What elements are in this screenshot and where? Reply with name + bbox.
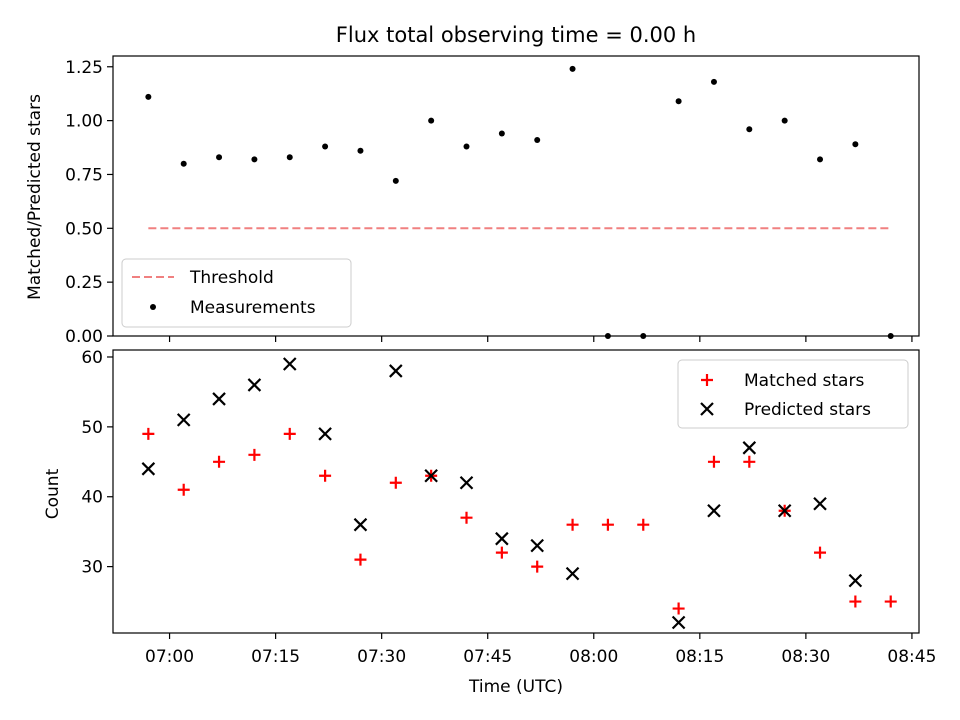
top-legend: Threshold Measurements [121,258,352,328]
y-tick-label: 30 [81,558,103,578]
y-tick-label: 0.00 [65,327,103,347]
predicted-point [848,573,863,588]
measurement-point [569,65,576,72]
legend-predicted-label: Predicted stars [744,400,871,420]
predicted-point [813,496,827,511]
chart-title: Flux total observing time = 0.00 h [336,23,696,47]
matched-point [707,455,720,468]
measurement-point [710,78,717,85]
matched-point [743,455,756,468]
x-tick-label: 07:15 [251,647,300,667]
matched-point [354,553,367,566]
legend-matched-label: Matched stars [744,371,864,391]
predicted-point [459,475,474,490]
matched-point [460,511,473,524]
y-tick-label: 40 [81,488,103,508]
predicted-point [777,503,792,518]
x-tick-label: 08:45 [887,647,936,667]
legend-measurements-label: Measurements [190,298,316,318]
x-tick-label: 07:30 [357,647,406,667]
matched-point [248,448,261,461]
measurement-point [251,156,258,163]
measurement-point [675,98,682,105]
measurement-point [322,143,329,150]
measurement-point [286,154,293,161]
x-tick-label: 08:15 [675,647,724,667]
y-tick-label: 0.75 [65,165,103,185]
measurement-point [746,126,753,133]
predicted-point [495,531,509,546]
legend-matched-swatch [701,374,713,386]
matched-point [814,546,827,559]
top-panel: Matched/Predicted stars 0.00 0.25 0.50 0.75… [25,55,920,347]
measurement-point [498,130,505,137]
legend-predicted-swatch [700,402,714,416]
bottom-xlabel: Time (UTC) [468,677,563,697]
predicted-point [282,357,297,371]
predicted-point [141,462,156,476]
predicted-point [530,538,544,553]
predicted-point [212,392,226,406]
plot-frame [112,349,920,634]
y-tick-label: 60 [81,348,103,368]
matched-point [672,602,685,615]
measurement-point [357,147,364,154]
plot-frame [112,55,920,337]
predicted-point [742,441,757,455]
y-tick-label: 0.25 [65,273,103,293]
measurement-point [216,154,223,161]
matched-point [495,546,508,559]
predicted-point [389,364,403,378]
matched-point [319,469,332,482]
matched-point [213,455,226,468]
measurement-point [145,93,152,100]
predicted-point [424,469,438,483]
legend-box [677,359,909,429]
matched-point [601,518,614,531]
top-ylabel: Matched/Predicted stars [25,94,45,300]
matched-point [177,483,190,496]
predicted-point [247,378,262,392]
matched-point [637,518,650,531]
matched-point [566,518,579,531]
measurement-point [180,160,187,167]
matched-point [283,427,296,440]
measurement-point [463,143,470,150]
predicted-point [353,517,368,532]
y-tick-label: 1.00 [65,112,103,132]
measurement-point [392,177,399,184]
measurement-point [781,117,788,124]
predicted-point [318,427,332,441]
measurement-point [534,137,541,143]
x-tick-label: 07:00 [145,647,194,667]
legend-box [121,258,352,328]
measurement-point [817,156,824,163]
measurement-point [428,117,435,124]
bottom-legend: Matched stars Predicted stars [677,359,909,429]
y-tick-label: 1.25 [65,58,103,78]
matched-point [389,476,402,489]
legend-threshold-label: Threshold [189,268,274,288]
predicted-point [707,503,721,518]
legend-measurements-swatch [150,304,156,310]
predicted-point [176,413,191,427]
predicted-point [565,566,580,581]
bottom-panel: Count Time (UTC) 30 40 50 60 07:00 07:15 07:30… [43,348,936,697]
matched-point [142,427,155,440]
x-tick-label: 08:30 [781,647,830,667]
matched-point [884,595,897,608]
measurement-point [852,141,859,148]
x-tick-label: 08:00 [569,647,618,667]
x-tick-label: 07:45 [463,647,512,667]
bottom-ylabel: Count [43,468,63,519]
matched-point [849,595,862,608]
predicted-point [671,615,686,630]
matched-point [531,560,544,573]
y-tick-label: 0.50 [65,219,103,239]
y-tick-label: 50 [81,418,103,438]
